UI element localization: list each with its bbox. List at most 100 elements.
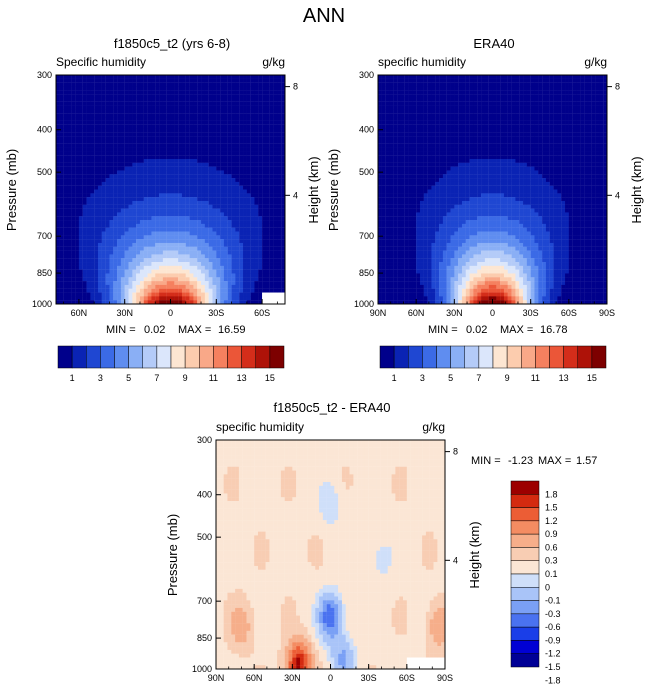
contour-cell	[201, 193, 206, 198]
contour-cell	[404, 246, 409, 251]
contour-cell	[113, 220, 118, 225]
contour-cell	[227, 162, 232, 167]
contour-cell	[71, 136, 76, 141]
contour-cell	[454, 120, 459, 125]
contour-cell	[71, 193, 76, 198]
contour-cell	[82, 197, 87, 202]
contour-cell	[97, 292, 102, 297]
contour-cell	[147, 97, 152, 102]
contour-cell	[128, 254, 133, 259]
contour-cell	[397, 86, 402, 91]
contour-cell	[181, 269, 186, 274]
contour-cell	[181, 109, 186, 114]
contour-cell	[185, 231, 190, 236]
contour-cell	[220, 200, 225, 205]
contour-cell	[239, 193, 244, 198]
contour-cell	[155, 155, 160, 160]
contour-cell	[212, 288, 217, 293]
contour-cell	[151, 193, 156, 198]
contour-cell	[431, 94, 436, 99]
contour-cell	[139, 116, 144, 121]
contour-cell	[239, 75, 244, 79]
contour-cell	[124, 151, 129, 156]
contour-cell	[397, 223, 402, 228]
contour-cell	[416, 208, 421, 213]
contour-cell	[239, 204, 244, 209]
panel-model-max-label: MAX =	[178, 324, 211, 336]
contour-cell	[216, 181, 221, 186]
contour-cell	[113, 105, 118, 110]
contour-cell	[216, 97, 221, 102]
contour-cell	[67, 254, 72, 259]
contour-cell	[258, 223, 263, 228]
contour-cell	[166, 273, 171, 278]
contour-cell	[258, 292, 263, 297]
contour-cell	[243, 269, 247, 274]
contour-cell	[385, 216, 390, 221]
contour-cell	[151, 262, 156, 266]
contour-cell	[442, 120, 447, 125]
contour-cell	[250, 101, 255, 106]
contour-cell	[75, 281, 80, 286]
contour-cell	[439, 124, 444, 129]
contour-cell	[389, 200, 394, 205]
contour-cell	[397, 105, 402, 110]
contour-cell	[139, 162, 144, 167]
contour-cell	[56, 239, 60, 244]
contour-cell	[439, 254, 444, 259]
contour-cell	[71, 97, 76, 102]
contour-cell	[281, 185, 285, 190]
contour-cell	[423, 147, 428, 152]
contour-cell	[208, 90, 213, 95]
contour-cell	[90, 82, 95, 87]
contour-cell	[105, 90, 110, 95]
contour-cell	[143, 227, 148, 232]
contour-cell	[227, 204, 232, 209]
contour-cell	[454, 178, 459, 183]
contour-cell	[193, 227, 198, 232]
contour-cell	[281, 281, 285, 286]
contour-cell	[75, 220, 80, 225]
contour-cell	[86, 97, 91, 102]
contour-cell	[446, 242, 451, 247]
contour-cell	[381, 288, 386, 293]
contour-cell	[269, 193, 274, 198]
contour-cell	[281, 170, 285, 175]
contour-cell	[435, 265, 440, 270]
contour-cell	[397, 281, 402, 286]
contour-cell	[59, 242, 64, 247]
contour-cell	[174, 265, 179, 270]
contour-cell	[139, 239, 144, 244]
contour-cell	[59, 174, 64, 179]
contour-cell	[243, 262, 247, 266]
contour-cell	[189, 116, 194, 121]
contour-cell	[56, 208, 60, 213]
contour-cell	[446, 246, 451, 251]
contour-cell	[189, 284, 194, 289]
contour-cell	[174, 250, 179, 255]
contour-cell	[185, 181, 190, 186]
contour-cell	[193, 143, 198, 148]
contour-cell	[450, 242, 455, 247]
contour-cell	[231, 185, 236, 190]
contour-cell	[446, 178, 451, 183]
contour-cell	[378, 227, 382, 232]
contour-cell	[277, 200, 282, 205]
contour-cell	[109, 254, 114, 259]
contour-cell	[139, 197, 144, 202]
contour-cell	[258, 227, 263, 232]
contour-cell	[181, 139, 186, 144]
contour-cell	[227, 296, 232, 301]
contour-cell	[159, 250, 164, 255]
contour-cell	[189, 105, 194, 110]
contour-cell	[389, 197, 394, 202]
contour-cell	[170, 265, 175, 270]
contour-cell	[442, 143, 447, 148]
contour-cell	[235, 97, 240, 102]
contour-cell	[265, 155, 270, 160]
contour-cell	[94, 113, 99, 118]
contour-cell	[246, 250, 251, 255]
contour-cell	[208, 227, 213, 232]
contour-cell	[397, 120, 402, 125]
contour-cell	[97, 227, 102, 232]
